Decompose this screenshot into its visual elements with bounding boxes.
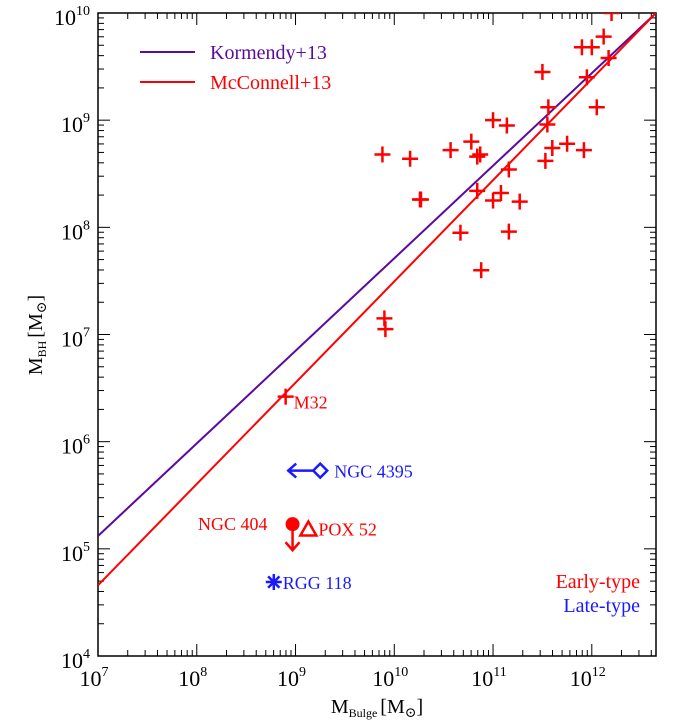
object-ngc-4395: NGC 4395: [286, 462, 413, 482]
y-tick-label: 106: [61, 433, 90, 459]
data-point: [603, 13, 620, 21]
data-point: [492, 185, 509, 202]
y-tick-label: 107: [61, 326, 90, 352]
data-point: [377, 321, 394, 338]
y-tick-labels: 104 105 106 107 108 109 1010: [54, 4, 90, 673]
y-axis-label: MBH[M⊙]: [25, 295, 50, 375]
x-tick-label: 1012: [570, 665, 606, 691]
data-point: [500, 161, 517, 178]
data-point: [374, 146, 391, 163]
object-label: NGC 404: [198, 514, 268, 534]
y-tick-label: 108: [61, 218, 90, 244]
data-point: [583, 39, 600, 56]
data-point: [469, 182, 486, 199]
data-point: [402, 150, 419, 167]
early-type-points: [374, 13, 620, 338]
data-point: [498, 117, 515, 134]
data-point: [540, 99, 557, 116]
object-m32: M32: [277, 388, 328, 413]
relation-line: [98, 13, 656, 586]
data-point: [595, 28, 612, 45]
data-point: [411, 191, 428, 208]
labeled-objects: M32 NGC 4395 NGC 404 POX 52 RGG 118: [198, 388, 413, 593]
object-label: M32: [294, 393, 328, 413]
data-point: [537, 152, 554, 169]
type-legend: Early-type Late-type: [556, 571, 641, 617]
data-point: [588, 99, 605, 116]
x-tick-label: 107: [80, 665, 109, 691]
object-ngc-404: NGC 404: [198, 514, 301, 553]
y-tick-label: 105: [61, 540, 90, 566]
object-label: POX 52: [318, 520, 377, 540]
data-point: [463, 133, 480, 150]
data-point: [511, 193, 528, 210]
y-tick-label: 104: [61, 647, 90, 673]
data-point: [472, 146, 489, 163]
data-point: [575, 142, 592, 159]
relation-line: [98, 13, 656, 537]
object-rgg-118: RGG 118: [265, 573, 352, 593]
x-axis-label: MBulge [M⊙]: [331, 696, 423, 720]
plot-frame: [97, 12, 657, 657]
x-tick-label: 109: [277, 665, 306, 691]
data-point: [544, 140, 561, 157]
data-point: [534, 63, 551, 80]
type-legend-early: Early-type: [556, 571, 641, 593]
data-point: [473, 262, 490, 279]
legend: Kormendy+13 McConnell+13: [140, 42, 331, 94]
data-point: [485, 192, 502, 209]
data-point: [500, 223, 517, 240]
y-tick-label: 1010: [54, 4, 90, 30]
data-point: [600, 50, 617, 67]
x-tick-label: 108: [178, 665, 207, 691]
data-point: [539, 116, 556, 133]
data-point: [485, 112, 502, 129]
object-pox-52: POX 52: [298, 519, 377, 540]
x-tick-labels: 107 108 109 1010 1011 1012: [80, 665, 606, 691]
data-point: [452, 224, 469, 241]
data-point: [578, 69, 595, 86]
type-legend-late: Late-type: [563, 595, 640, 617]
x-tick-label: 1010: [372, 665, 408, 691]
x-tick-label: 1011: [471, 665, 506, 691]
legend-label-kormendy: Kormendy+13: [210, 42, 327, 64]
y-tick-label: 109: [61, 111, 90, 137]
legend-label-mcconnell: McConnell+13: [210, 72, 331, 94]
data-point: [559, 135, 576, 152]
object-label: NGC 4395: [334, 462, 413, 482]
data-point: [469, 148, 486, 165]
axis-ticks: [97, 12, 656, 657]
data-point: [442, 142, 459, 159]
relation-lines: [98, 13, 656, 586]
object-label: RGG 118: [283, 573, 352, 593]
